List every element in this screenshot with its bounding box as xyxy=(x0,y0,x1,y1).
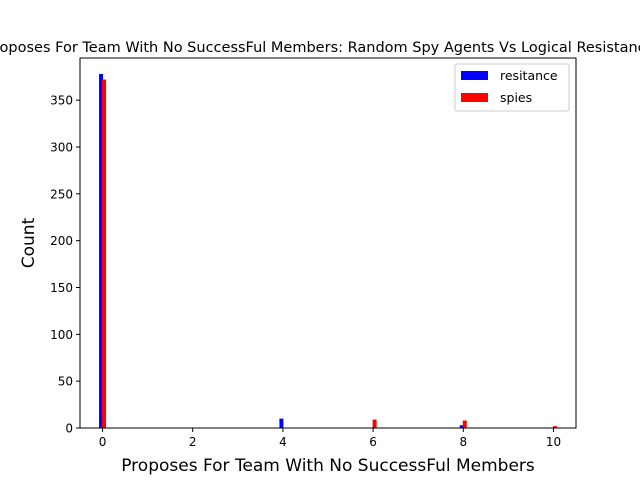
legend: resitance spies xyxy=(454,63,570,112)
bar-resitance-0 xyxy=(99,73,104,429)
bar-spies-8 xyxy=(462,420,467,428)
legend-label-resitance: resitance xyxy=(500,68,558,83)
x-tick-label: 2 xyxy=(189,435,197,449)
y-tick-label: 350 xyxy=(50,94,73,108)
y-tick-label: 100 xyxy=(50,328,73,342)
x-tick-label: 8 xyxy=(459,435,467,449)
x-tick-label: 10 xyxy=(546,435,561,449)
plot-frame xyxy=(79,57,577,429)
y-tick-label: 150 xyxy=(50,281,73,295)
y-tick-label: 50 xyxy=(58,375,73,389)
x-tick-label: 4 xyxy=(279,435,287,449)
chart-title: Proposes For Team With No SuccessFul Mem… xyxy=(0,40,640,56)
bar-spies-6 xyxy=(372,419,377,428)
bars-group xyxy=(99,73,557,429)
legend-swatch-spies xyxy=(461,93,488,102)
y-tick-label: 250 xyxy=(50,187,73,201)
y-tick-label: 200 xyxy=(50,234,73,248)
x-tick-label: 0 xyxy=(99,435,107,449)
y-axis-ticks: 0 50 100 150 200 250 300 350 xyxy=(50,94,80,436)
y-axis-label: Count xyxy=(19,217,39,268)
legend-label-spies: spies xyxy=(500,90,532,105)
bar-spies-10 xyxy=(552,426,557,428)
x-tick-label: 6 xyxy=(369,435,377,449)
x-axis-label: Proposes For Team With No SuccessFul Mem… xyxy=(121,456,535,476)
bar-resitance-8 xyxy=(459,425,464,428)
y-tick-label: 0 xyxy=(65,422,73,436)
y-tick-label: 300 xyxy=(50,140,73,154)
bar-resitance-4 xyxy=(279,418,284,428)
legend-swatch-resitance xyxy=(461,71,488,80)
x-axis-ticks: 0 2 4 6 8 10 xyxy=(99,428,561,449)
bar-spies-0 xyxy=(102,79,107,428)
